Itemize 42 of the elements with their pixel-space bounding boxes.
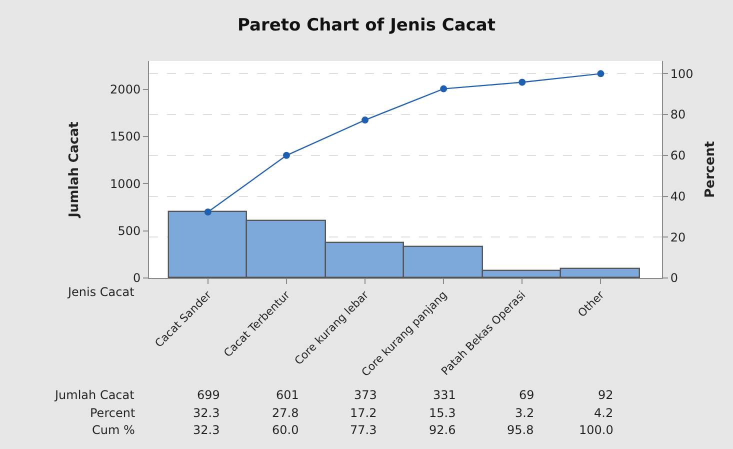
data-label: 69 (519, 388, 534, 402)
data-label: 60.0 (272, 423, 299, 437)
y-tick-label: 2000 (110, 82, 141, 96)
data-label: 95.8 (507, 423, 534, 437)
chart-title: Pareto Chart of Jenis Cacat (237, 16, 496, 36)
text: 27.8 (272, 406, 299, 420)
text: 4.2 (594, 406, 614, 420)
data-label: 331 (433, 388, 456, 402)
text: 32.3 (193, 406, 220, 420)
y2-tick-label: 80 (670, 108, 686, 122)
y2-tick-label: 20 (670, 230, 686, 244)
point (362, 116, 369, 124)
data-label: 92 (598, 388, 614, 402)
y-tick-label: 500 (118, 224, 141, 238)
y2-tick-label: 100 (670, 66, 694, 81)
text: 3.2 (515, 406, 534, 420)
y-tick-label: 0 (132, 271, 141, 286)
y2-axis-title: Percent (702, 141, 718, 198)
y-tick-label: 1000 (110, 176, 141, 191)
point (440, 85, 448, 92)
data-label: 373 (354, 388, 377, 402)
y2-tick-label: 40 (670, 189, 686, 204)
text: 15.3 (429, 406, 456, 420)
data-label: 699 (197, 388, 220, 402)
point (518, 78, 526, 86)
point (204, 208, 212, 216)
text: 17.2 (350, 406, 377, 420)
text: Percent (90, 406, 136, 420)
data-label: 601 (276, 388, 299, 402)
data-label: 92.6 (429, 423, 456, 437)
y2-tick-label: 0 (670, 271, 678, 286)
y-axis-title: Jumlah Cacat (67, 122, 82, 218)
point (282, 152, 290, 159)
text: Cum % (92, 423, 135, 437)
point (597, 70, 604, 78)
data-label: 32.3 (193, 423, 220, 437)
y2-tick-label: 60 (670, 148, 686, 163)
x-axis-title: Jenis Cacat (67, 285, 135, 299)
data-label: 77.3 (350, 423, 377, 437)
y-tick-label: 1500 (110, 130, 141, 144)
text: Jumlah Cacat (54, 388, 135, 402)
data-label: 100.0 (579, 423, 614, 437)
